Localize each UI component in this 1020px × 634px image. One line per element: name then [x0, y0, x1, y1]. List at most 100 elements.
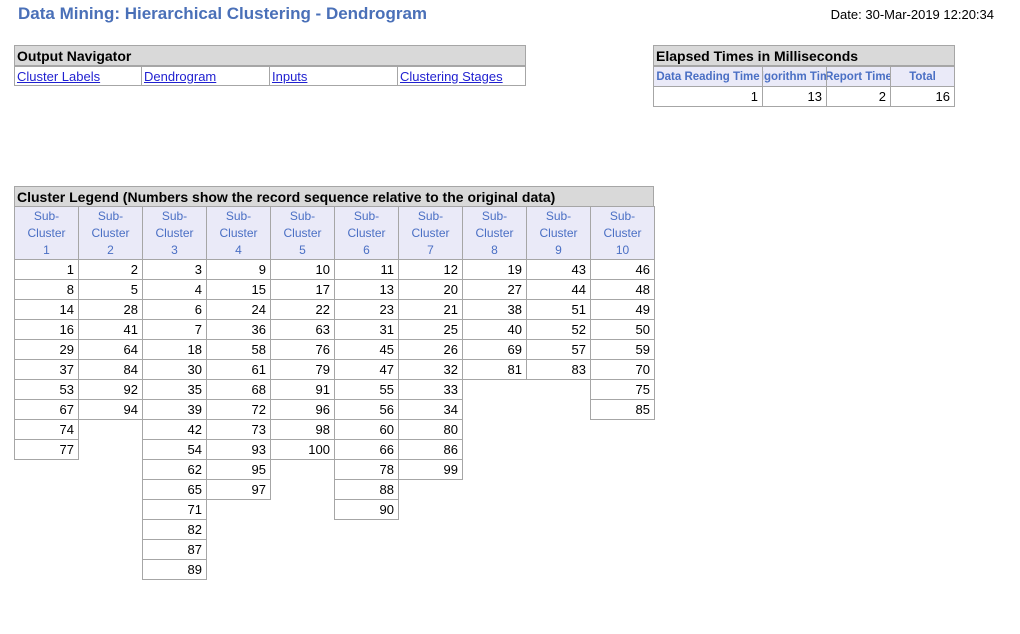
elapsed-column-header: Algorithm Time	[762, 66, 827, 87]
cluster-record: 50	[590, 319, 655, 340]
cluster-record: 90	[334, 499, 399, 520]
cluster-record: 41	[78, 319, 143, 340]
cluster-header: Sub-Cluster 4	[206, 206, 271, 260]
cluster-record: 53	[14, 379, 79, 400]
cluster-record: 5	[78, 279, 143, 300]
cluster-header: Sub-Cluster 3	[142, 206, 207, 260]
legend-title: Cluster Legend (Numbers show the record …	[14, 186, 654, 207]
cluster-record: 25	[398, 319, 463, 340]
cluster-record: 17	[270, 279, 335, 300]
cluster-record: 6	[142, 299, 207, 320]
cluster-record: 96	[270, 399, 335, 420]
cluster-record: 21	[398, 299, 463, 320]
cluster-record: 31	[334, 319, 399, 340]
cluster-header-text: Sub-Cluster 5	[283, 208, 322, 257]
cluster-record: 87	[142, 539, 207, 560]
cluster-header-text: Sub-Cluster 4	[219, 208, 258, 257]
cluster-record: 80	[398, 419, 463, 440]
cluster-header-text: Sub-Cluster 6	[347, 208, 386, 257]
cluster-record: 9	[206, 259, 271, 280]
cluster-record: 22	[270, 299, 335, 320]
cluster-record: 43	[526, 259, 591, 280]
cluster-record: 99	[398, 459, 463, 480]
elapsed-value: 1	[653, 86, 763, 107]
nav-link[interactable]: Inputs	[272, 68, 308, 84]
cluster-record: 44	[526, 279, 591, 300]
elapsed-column-header-text: Total	[909, 70, 936, 83]
cluster-header: Sub-Cluster 9	[526, 206, 591, 260]
cluster-record: 51	[526, 299, 591, 320]
nav-link[interactable]: Dendrogram	[144, 68, 217, 84]
nav-link[interactable]: Clustering Stages	[400, 68, 503, 84]
cluster-record: 15	[206, 279, 271, 300]
cluster-header: Sub-Cluster 5	[270, 206, 335, 260]
elapsed-value: 2	[826, 86, 891, 107]
cluster-record: 34	[398, 399, 463, 420]
cluster-header: Sub-Cluster 2	[78, 206, 143, 260]
cluster-record: 100	[270, 439, 335, 460]
cluster-record: 10	[270, 259, 335, 280]
cluster-record: 32	[398, 359, 463, 380]
cluster-record: 93	[206, 439, 271, 460]
cluster-record: 67	[14, 399, 79, 420]
cluster-header: Sub-Cluster 8	[462, 206, 527, 260]
cluster-record: 24	[206, 299, 271, 320]
cluster-record: 8	[14, 279, 79, 300]
cluster-header: Sub-Cluster 10	[590, 206, 655, 260]
cluster-record: 30	[142, 359, 207, 380]
nav-link[interactable]: Cluster Labels	[17, 68, 101, 84]
cluster-record: 12	[398, 259, 463, 280]
cluster-record: 68	[206, 379, 271, 400]
cluster-record: 33	[398, 379, 463, 400]
cluster-record: 18	[142, 339, 207, 360]
cluster-record: 72	[206, 399, 271, 420]
cluster-header: Sub-Cluster 6	[334, 206, 399, 260]
cluster-record: 73	[206, 419, 271, 440]
cluster-record: 57	[526, 339, 591, 360]
cluster-header-text: Sub-Cluster 1	[27, 208, 66, 257]
elapsed-column-header: Data Reading Time	[653, 66, 763, 87]
cluster-record: 49	[590, 299, 655, 320]
cluster-header-text: Sub-Cluster 2	[91, 208, 130, 257]
cluster-record: 76	[270, 339, 335, 360]
cluster-record: 2	[78, 259, 143, 280]
elapsed-column-header-text: Report Time	[826, 70, 891, 83]
cluster-record: 20	[398, 279, 463, 300]
cluster-record: 1	[14, 259, 79, 280]
elapsed-title: Elapsed Times in Milliseconds	[653, 45, 955, 66]
cluster-header-text: Sub-Cluster 3	[155, 208, 194, 257]
cluster-record: 79	[270, 359, 335, 380]
cluster-record: 4	[142, 279, 207, 300]
nav-cell: Inputs	[269, 66, 398, 86]
cluster-record: 38	[462, 299, 527, 320]
cluster-record: 85	[590, 399, 655, 420]
cluster-record: 82	[142, 519, 207, 540]
cluster-header: Sub-Cluster 1	[14, 206, 79, 260]
cluster-record: 97	[206, 479, 271, 500]
cluster-record: 63	[270, 319, 335, 340]
page-title: Data Mining: Hierarchical Clustering - D…	[18, 4, 428, 23]
cluster-record: 40	[462, 319, 527, 340]
cluster-record: 11	[334, 259, 399, 280]
cluster-record: 48	[590, 279, 655, 300]
cluster-record: 77	[14, 439, 79, 460]
cluster-record: 26	[398, 339, 463, 360]
cluster-record: 91	[270, 379, 335, 400]
cluster-record: 75	[590, 379, 655, 400]
cluster-record: 95	[206, 459, 271, 480]
cluster-record: 39	[142, 399, 207, 420]
cluster-record: 29	[14, 339, 79, 360]
cluster-record: 69	[462, 339, 527, 360]
cluster-record: 54	[142, 439, 207, 460]
cluster-record: 55	[334, 379, 399, 400]
cluster-record: 94	[78, 399, 143, 420]
cluster-record: 36	[206, 319, 271, 340]
cluster-record: 71	[142, 499, 207, 520]
cluster-header-text: Sub-Cluster 10	[603, 208, 642, 257]
elapsed-column-header: Total	[890, 66, 955, 87]
nav-cell: Clustering Stages	[397, 66, 526, 86]
cluster-record: 3	[142, 259, 207, 280]
cluster-record: 64	[78, 339, 143, 360]
cluster-record: 52	[526, 319, 591, 340]
